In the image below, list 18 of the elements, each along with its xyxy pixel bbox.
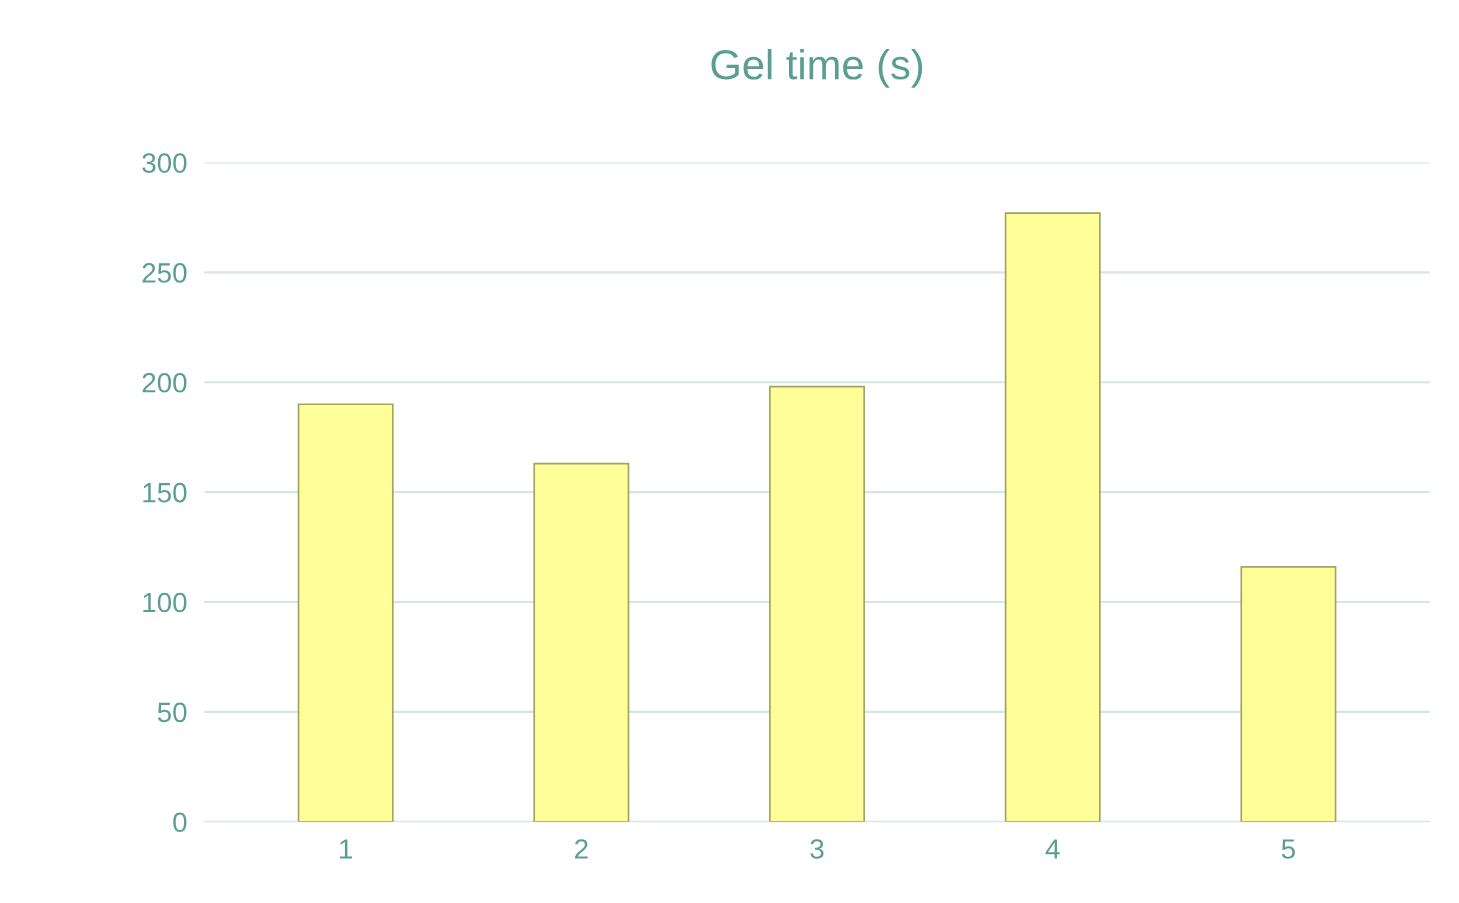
x-tick-label: 4 xyxy=(1045,839,1060,859)
bar xyxy=(1004,212,1101,822)
x-tick-label: 2 xyxy=(575,839,588,859)
y-tick-label: 100 xyxy=(143,592,187,613)
x-tick-label: 1 xyxy=(340,839,353,859)
x-tick-label: 3 xyxy=(810,839,824,859)
y-tick-label: 200 xyxy=(142,372,187,393)
x-tick-label: 5 xyxy=(1281,839,1295,859)
y-tick-label: 300 xyxy=(142,153,187,173)
bar xyxy=(769,385,866,822)
bar xyxy=(1240,566,1337,822)
y-tick-label: 150 xyxy=(143,482,187,503)
bar xyxy=(297,403,394,822)
y-tick-label: 0 xyxy=(173,812,187,833)
y-tick-label: 250 xyxy=(142,263,187,283)
chart-title: Gel time (s) xyxy=(711,49,923,88)
y-tick-label: 50 xyxy=(157,702,187,723)
bar xyxy=(533,462,630,822)
